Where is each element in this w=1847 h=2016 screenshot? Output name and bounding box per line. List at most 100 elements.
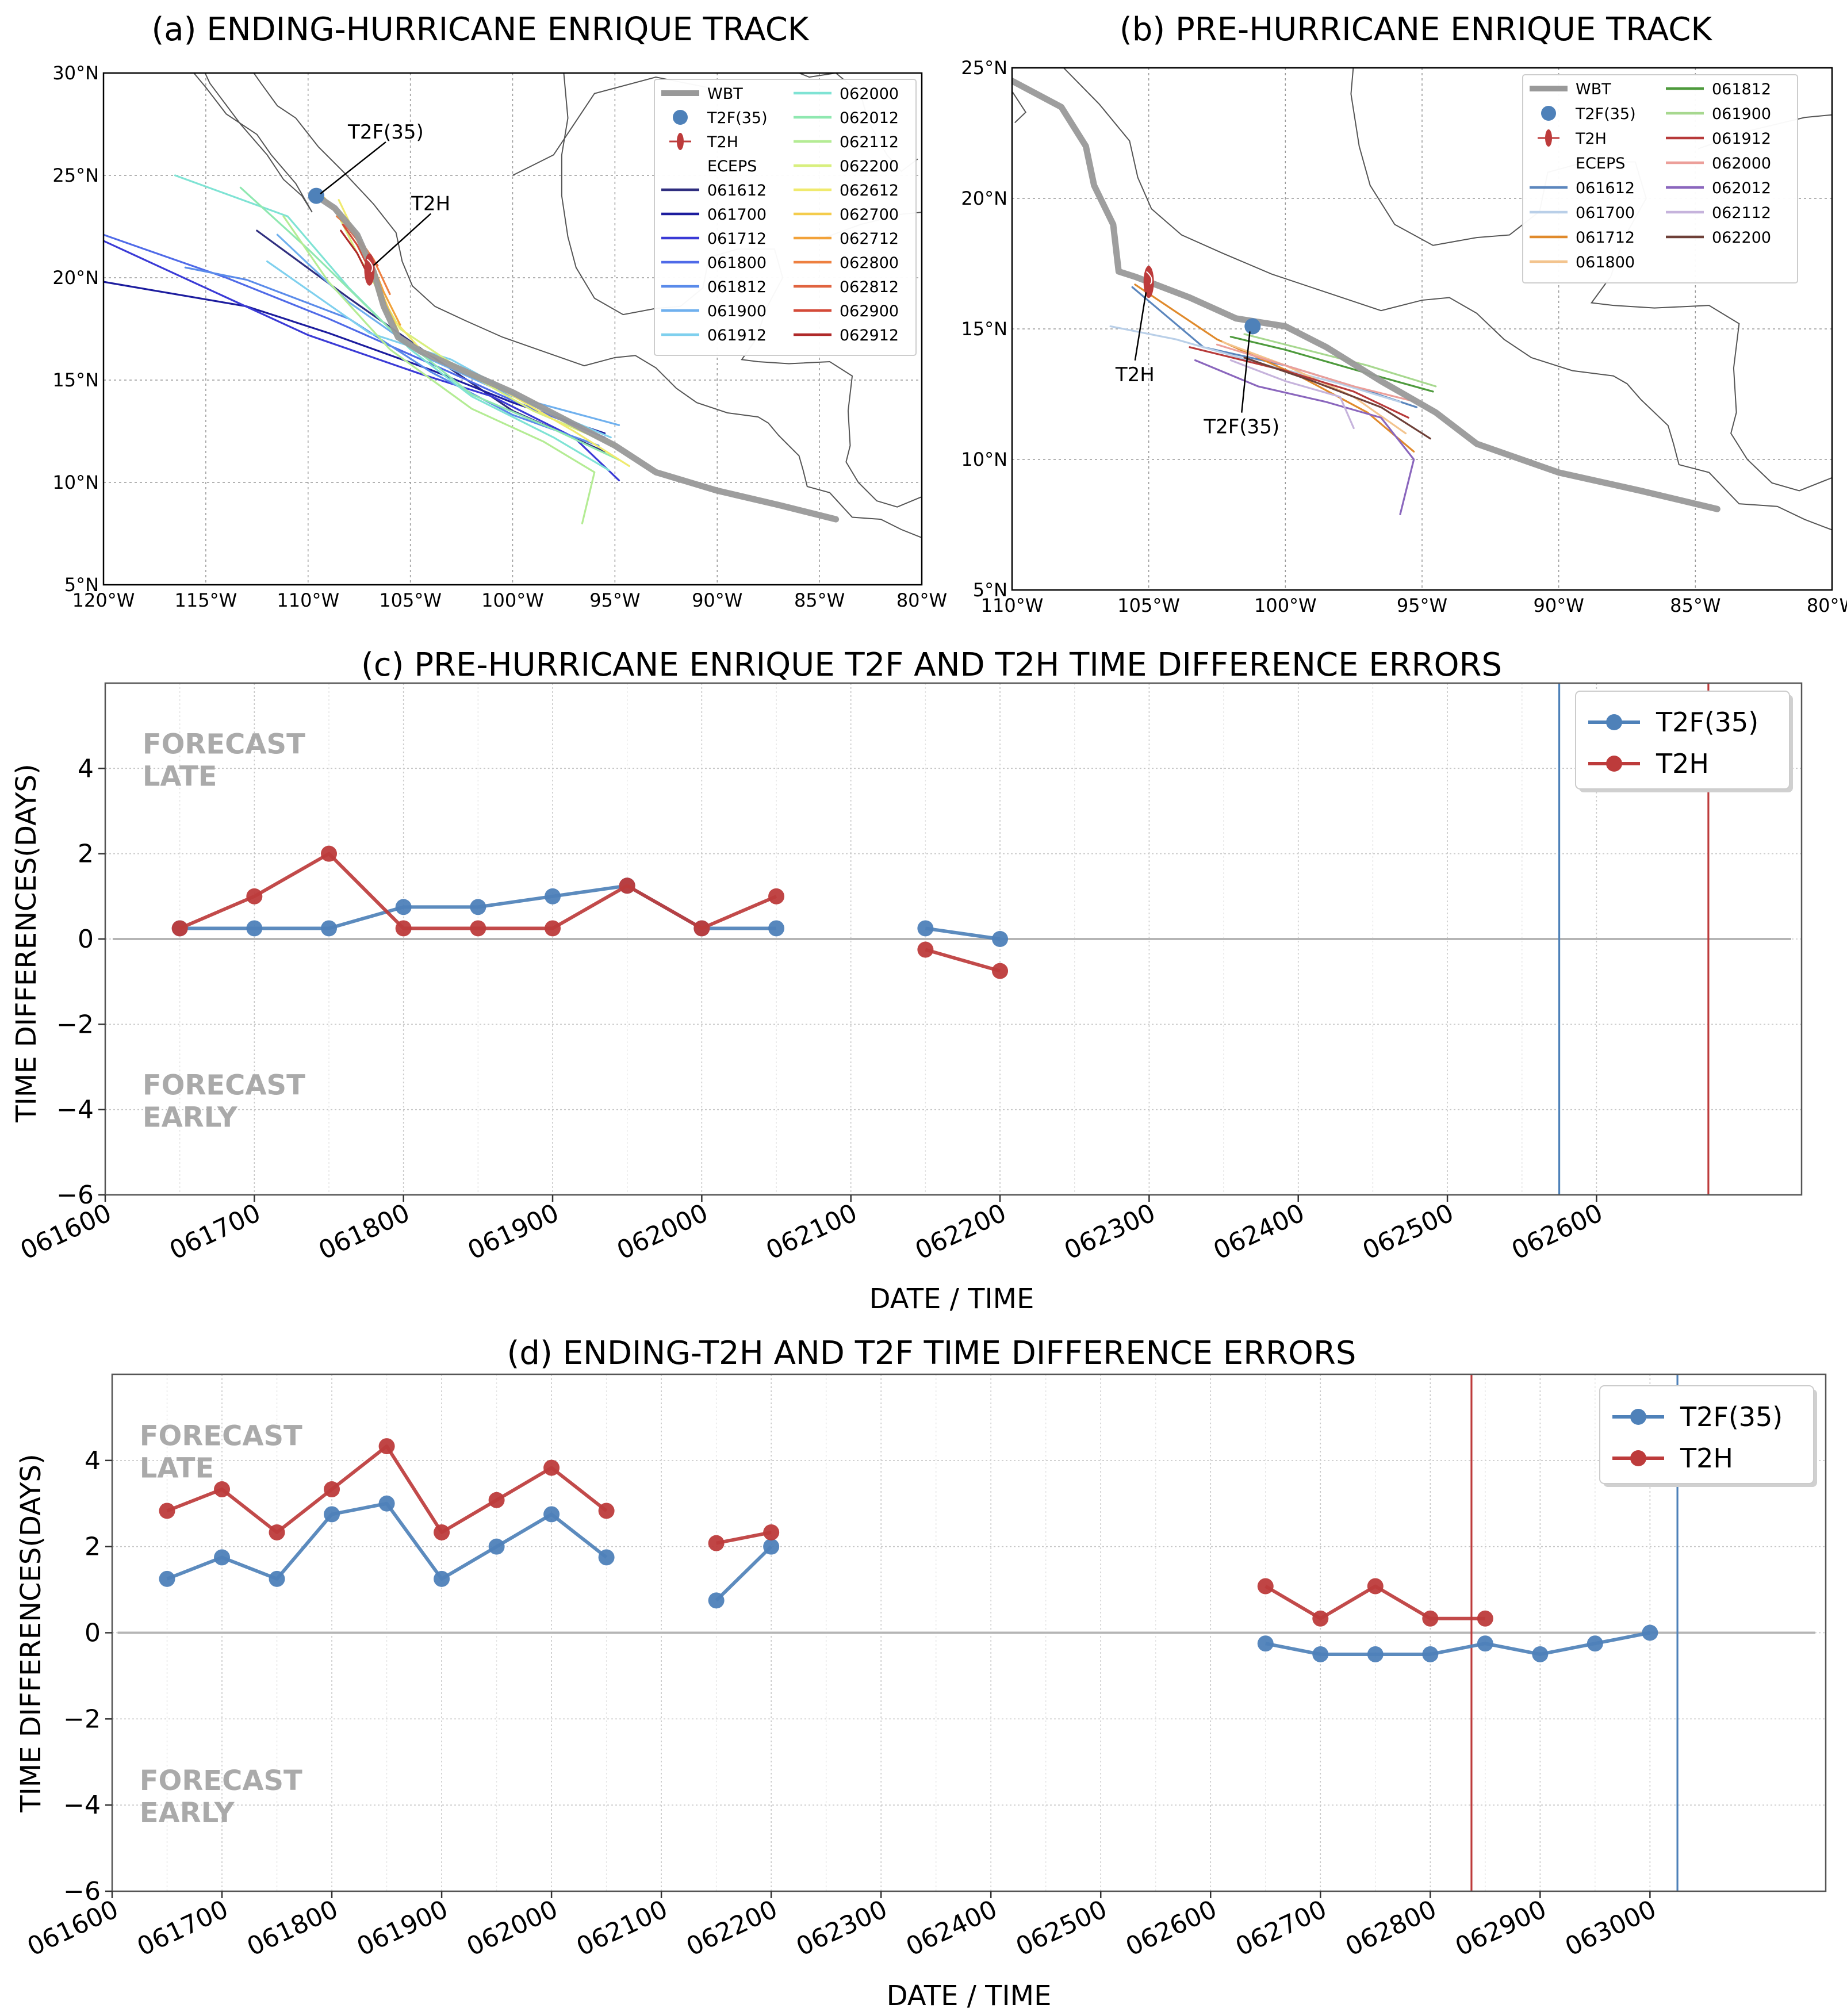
y-tick-label: 5°N: [64, 574, 99, 596]
y-tick-label: −4: [56, 1095, 94, 1125]
data-point-t2h: [395, 920, 412, 937]
y-tick-label: 20°N: [961, 187, 1007, 209]
x-tick-label: 90°W: [1533, 595, 1584, 616]
data-point-t2h: [324, 1481, 340, 1498]
annotation-label: T2H: [411, 193, 450, 216]
data-point-t2h: [159, 1503, 175, 1519]
y-tick-label: 30°N: [52, 62, 99, 84]
legend-label: T2F(35): [1680, 1401, 1783, 1432]
legend-label: 061900: [707, 302, 767, 320]
legend-label: 062012: [840, 109, 899, 127]
ensemble-track-061912: [1189, 346, 1409, 419]
legend-label: 062900: [840, 302, 899, 320]
y-tick-label: 2: [85, 1532, 101, 1562]
t2f-marker: [1244, 318, 1261, 335]
legend-label: 061800: [1576, 254, 1635, 271]
series-line-t2h: [716, 1531, 772, 1545]
y-tick-label: −6: [63, 1877, 101, 1906]
t2h-hurricane-marker: [364, 253, 375, 286]
data-point-t2f: [321, 920, 338, 937]
y-tick-label: −2: [56, 1010, 94, 1039]
ensemble-track-062000: [174, 174, 610, 472]
panel-a-annotations: T2F(35) T2H: [320, 121, 450, 266]
legend-label: 061612: [1576, 179, 1635, 197]
series-line-t2f: [715, 1545, 773, 1602]
legend-label: 061712: [707, 230, 767, 248]
panel-a-title: (a) ENDING-HURRICANE ENRIQUE TRACK: [151, 11, 809, 48]
x-tick-label: 120°W: [72, 589, 135, 611]
legend-label: 062812: [840, 278, 899, 296]
data-point-t2h: [768, 888, 785, 904]
data-point-t2h: [434, 1524, 450, 1540]
y-tick-label: 0: [85, 1619, 101, 1648]
legend-label: T2F(35): [1575, 105, 1636, 123]
data-point-t2f: [543, 1506, 560, 1523]
legend-label: 062200: [840, 158, 899, 175]
y-tick-label: 25°N: [961, 57, 1007, 79]
data-point-t2f: [598, 1549, 615, 1566]
x-tick-label: 110°W: [981, 595, 1044, 616]
legend-label: T2F(35): [1656, 707, 1758, 738]
x-tick-label: 110°W: [277, 589, 339, 611]
zone-label: FORECAST: [140, 1420, 302, 1452]
panel-b-frame: [1011, 67, 1833, 591]
x-tick-label: 95°W: [589, 589, 640, 611]
data-point-t2f: [470, 899, 486, 915]
data-point-t2f: [1532, 1646, 1549, 1662]
legend-swatch-t2f: [1541, 106, 1556, 121]
y-tick-label: −2: [63, 1704, 101, 1734]
data-point-t2f: [324, 1506, 340, 1523]
data-point-t2f: [246, 920, 263, 937]
annotation-pointer: [320, 141, 386, 195]
ensemble-track-061900: [276, 233, 620, 426]
panel-a-axis-ticks: 120°W 115°W 110°W 105°W 100°W 95°W 90°W 85°W 80°…: [52, 62, 947, 611]
annotation-pointer: [1134, 292, 1147, 361]
legend-label: 061700: [707, 206, 767, 224]
x-tick-label: 115°W: [175, 589, 237, 611]
series-line-t2f: [925, 926, 1001, 941]
panel-c-title: (c) PRE-HURRICANE ENRIQUE T2F AND T2H TI…: [361, 646, 1502, 684]
data-point-t2h: [543, 1459, 560, 1476]
legend-swatch-marker-t2f: [1630, 1409, 1646, 1425]
t2h-marker-swirl: [366, 259, 373, 273]
legend-swatch-marker-t2f: [1606, 714, 1622, 730]
data-point-t2h: [598, 1503, 615, 1519]
legend-label: ECEPS: [707, 158, 757, 175]
zone-label: FORECAST: [143, 1070, 305, 1102]
legend-swatch-t2h: [677, 133, 684, 150]
data-point-t2h: [1257, 1578, 1274, 1595]
y-tick-label: 4: [85, 1446, 101, 1475]
legend-label: 062000: [1712, 155, 1771, 173]
y-tick-label: 0: [78, 925, 94, 954]
panel-a-markers: [308, 187, 375, 286]
x-tick-label: 95°W: [1397, 595, 1447, 616]
panel-b-ensemble-tracks: [1109, 283, 1437, 515]
data-point-t2h: [378, 1438, 395, 1455]
data-point-t2f: [768, 920, 785, 937]
data-point-t2h: [1477, 1610, 1493, 1627]
x-tick-label: 80°W: [1807, 595, 1847, 616]
ensemble-track-062012: [239, 186, 620, 461]
data-point-t2h: [171, 920, 188, 937]
coastline: [1012, 91, 1027, 124]
zone-label: FORECAST: [140, 1765, 302, 1797]
y-tick-label: 5°N: [973, 579, 1007, 601]
panel-b-wbt-track: [1012, 78, 1720, 512]
data-point-t2f: [378, 1495, 395, 1512]
legend-box: [1522, 74, 1798, 283]
legend-label: 062112: [840, 133, 899, 151]
legend-label: 061800: [707, 254, 767, 272]
ensemble-track-062200: [1243, 357, 1431, 440]
panel-c-xlabel: DATE / TIME: [869, 1283, 1034, 1315]
legend: T2F(35) T2H: [1599, 1385, 1817, 1487]
x-tick-label: 105°W: [1117, 595, 1180, 616]
y-tick-label: 15°N: [961, 318, 1007, 340]
annotation-pointer: [1241, 331, 1251, 413]
legend-label: T2F(35): [707, 109, 768, 127]
data-point-t2f: [395, 899, 412, 915]
zone-label: LATE: [143, 760, 217, 792]
data-point-t2f: [545, 888, 561, 904]
data-point-t2h: [1312, 1610, 1329, 1627]
legend: T2F(35) T2H: [1575, 691, 1793, 792]
